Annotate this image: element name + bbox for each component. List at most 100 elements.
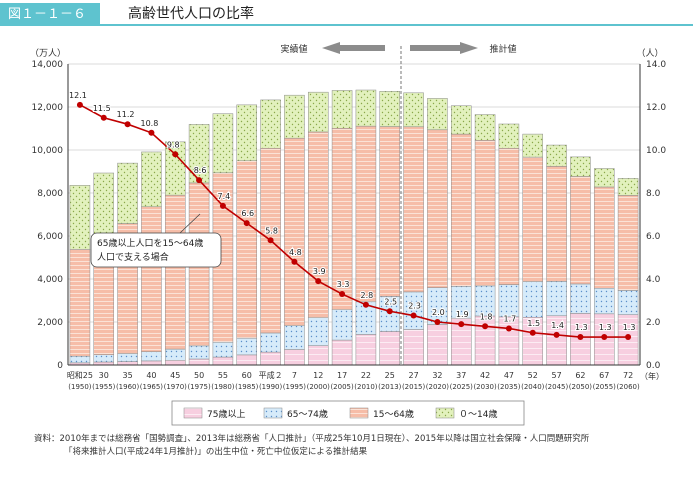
bar-0-14 <box>474 114 496 141</box>
x-tick-year-label: (2000) <box>307 383 331 391</box>
bar-75plus <box>284 349 305 366</box>
x-tick-year-label: (2045) <box>545 383 569 391</box>
ratio-value-label: 1.7 <box>504 314 517 323</box>
x-tick-label: 平成２ <box>259 370 283 380</box>
ratio-point <box>291 258 298 265</box>
bar-65-74 <box>522 281 544 318</box>
bar-65-74 <box>307 317 329 346</box>
left-tick-label: 14,000 <box>32 60 64 70</box>
x-tick-year-label: (1960) <box>116 383 140 391</box>
bar-15-64 <box>546 166 567 282</box>
right-tick-label: 12.0 <box>646 103 666 113</box>
bar-65-74 <box>117 353 138 362</box>
x-tick-year-label: (1975) <box>187 383 211 391</box>
bar-15-64 <box>617 195 639 291</box>
bar-65-74 <box>236 337 258 356</box>
legend-swatch-65-74 <box>263 407 283 419</box>
support-ratio-callout: 65歳以上人口を15～64歳 人口で支える場合 <box>90 213 222 268</box>
left-tick-label: 2,000 <box>37 318 63 328</box>
bar-65-74 <box>141 351 162 362</box>
left-tick-label: 8,000 <box>37 189 63 199</box>
bar-15-64 <box>355 125 377 303</box>
ratio-value-label: 1.9 <box>456 310 469 319</box>
bar-0-14 <box>522 133 544 158</box>
ratio-value-label: 4.8 <box>289 248 302 257</box>
bar-65-74 <box>188 345 210 360</box>
bar-65-74 <box>93 354 115 363</box>
x-tick-label: 25 <box>385 371 395 380</box>
bar-65-74 <box>331 309 353 341</box>
ratio-point <box>267 237 274 244</box>
ratio-line-group: 12.1 11.5 11.2 10.8 9.8 8.6 7.4 6.6 5.8 4.8 3.9 3.3… <box>68 90 636 341</box>
ratio-value-label: 1.3 <box>599 323 612 332</box>
ratio-point <box>219 202 226 209</box>
estimate-label: 推計値 <box>489 43 516 55</box>
x-tick-label: 47 <box>504 371 514 380</box>
bar-0-14 <box>355 89 377 127</box>
actual-arrow <box>322 42 385 54</box>
right-tick-label: 8.0 <box>646 189 661 199</box>
bar-65-74 <box>403 291 424 330</box>
x-tick-label: 17 <box>337 371 347 380</box>
ratio-value-label: 9.8 <box>167 140 180 149</box>
ratio-point <box>529 329 536 336</box>
x-tick-label: 62 <box>575 371 585 380</box>
ratio-point <box>386 308 393 315</box>
ratio-point <box>76 101 83 108</box>
x-tick-label: 50 <box>194 371 204 380</box>
bar-65-74 <box>212 341 234 358</box>
bar-75plus <box>379 331 401 366</box>
x-tick-year-label: (2060) <box>616 383 640 391</box>
bar-0-14 <box>69 185 91 250</box>
bar-0-14 <box>427 98 448 131</box>
x-tick-year-label: (2035) <box>497 383 521 391</box>
bar-0-14 <box>117 162 138 224</box>
legend-swatch-75plus <box>183 407 203 419</box>
x-tick-year-label: (2025) <box>450 383 474 391</box>
bar-15-64 <box>498 148 520 285</box>
bar-65-74 <box>284 325 305 350</box>
ratio-point <box>315 278 322 285</box>
bar-15-64 <box>450 133 472 287</box>
x-tick-year-label: (2040) <box>521 383 545 391</box>
legend-swatch-0-14 <box>435 407 455 419</box>
title-rule <box>100 24 693 26</box>
ratio-value-label: 2.3 <box>408 302 421 311</box>
bar-65-74 <box>617 290 639 315</box>
bar-75plus <box>331 339 353 366</box>
x-tick-year-label: (2055) <box>593 383 617 391</box>
ratio-point <box>124 121 131 128</box>
bar-65-74 <box>69 355 91 364</box>
bar-75plus <box>355 334 377 366</box>
ratio-value-label: 11.2 <box>117 110 135 119</box>
legend-label-0-14: ０～14歳 <box>459 408 497 420</box>
ratio-point <box>434 319 441 325</box>
ratio-value-label: 12.1 <box>69 91 87 100</box>
left-tick-label: 12,000 <box>32 103 64 113</box>
actual-label: 実績値 <box>280 43 307 55</box>
bar-75plus <box>117 361 138 366</box>
ratio-value-label: 2.8 <box>361 291 374 300</box>
legend-label-15-64: 15～64歳 <box>373 408 414 420</box>
ratio-point <box>362 301 369 308</box>
population-chart: 12.1 11.5 11.2 10.8 9.8 8.6 7.4 6.6 5.8 4.8 3.9 3.3… <box>30 42 666 426</box>
bar-75plus <box>141 360 162 366</box>
x-tick-label: 12 <box>313 371 323 380</box>
bar-15-64 <box>570 176 591 285</box>
ratio-value-label: 8.6 <box>194 166 207 175</box>
x-tick-year-label: (2030) <box>473 383 497 391</box>
right-tick-label: 0.0 <box>646 361 661 371</box>
x-tick-year-label: (1985) <box>235 383 259 391</box>
legend-label-65-74: 65～74歳 <box>287 408 328 420</box>
ratio-point <box>625 334 632 341</box>
left-axis-unit: （万人） <box>30 48 66 59</box>
bar-0-14 <box>331 90 353 129</box>
x-tick-label: 22 <box>361 371 371 380</box>
bar-65-74 <box>164 348 186 361</box>
ratio-point <box>196 177 203 184</box>
bar-0-14 <box>450 105 472 135</box>
x-axis-unit: （年） <box>640 371 664 381</box>
bar-0-14 <box>379 91 401 127</box>
legend: 75歳以上 65～74歳 15～64歳 ０～14歳 <box>171 400 525 426</box>
bar-15-64 <box>141 206 162 352</box>
